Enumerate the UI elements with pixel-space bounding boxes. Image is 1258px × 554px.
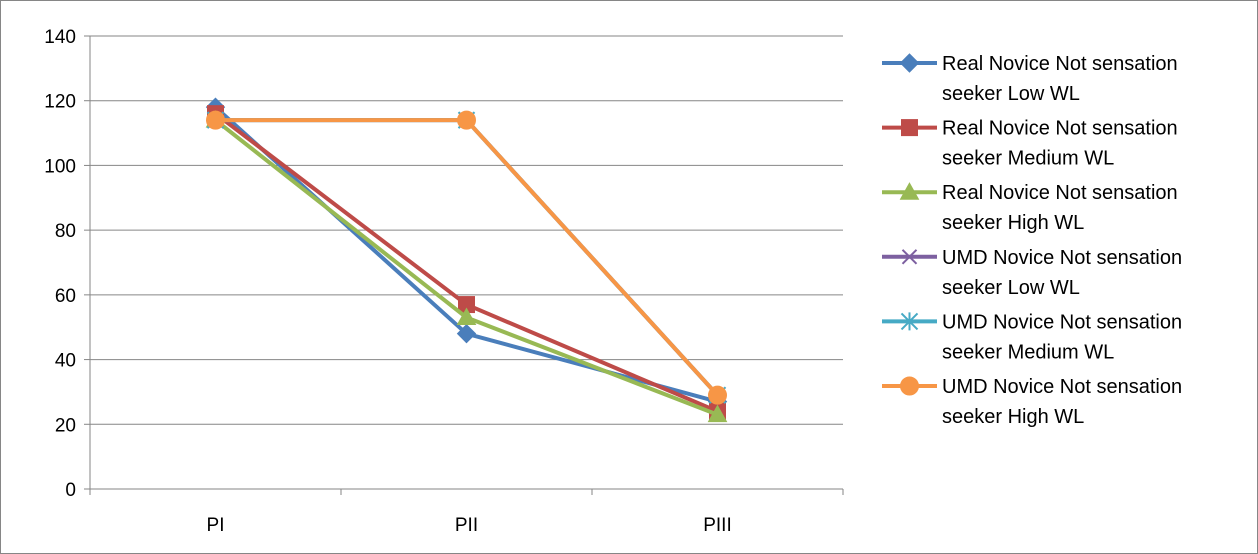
legend-label: seeker Medium WL [942,148,1114,170]
y-tick-label: 120 [44,92,76,113]
data-point-triangle [456,307,477,326]
legend-entry: UMD Novice Not sensation seeker Medium WL [882,311,1182,363]
legend-label: seeker High WL [942,406,1084,428]
y-tick-label: 40 [55,351,76,372]
legend-label: seeker Low WL [942,83,1080,105]
legend-entry: UMD Novice Not sensation seeker High WL [882,376,1182,428]
y-tick-label: 20 [55,415,76,436]
y-tick-label: 0 [65,480,76,501]
legend-marker-triangle [899,182,920,200]
legend-label: UMD Novice Not sensation [942,376,1182,398]
legend-marker-diamond [899,53,920,73]
legend-label: UMD Novice Not sensation [942,247,1182,269]
y-tick-label: 140 [44,27,76,48]
data-point-circle [206,110,225,130]
legend-marker-star [900,312,919,331]
y-tick-label: 100 [44,156,76,177]
y-tick-label: 80 [55,221,76,242]
gridlines [90,35,843,425]
legend-label: seeker Medium WL [942,341,1114,363]
legend-marker-x [901,249,918,265]
x-tick-label: PI [207,515,225,536]
data-point-diamond [456,323,477,344]
legend-label: seeker High WL [942,212,1084,234]
legend-label: UMD Novice Not sensation [942,311,1182,333]
legend-marker-square [901,119,918,137]
data-point-triangle [707,404,728,423]
legend-label: Real Novice Not sensation [942,53,1178,75]
x-tick-label: PII [455,515,478,536]
legend-entry: UMD Novice Not sensation seeker Low WL [882,247,1182,299]
legend-entry: Real Novice Not sensation seeker Medium W… [882,118,1178,170]
series-6 [206,110,727,405]
data-point-circle [457,110,476,130]
legend-marker-circle [900,376,919,396]
axes: 0 20 40 60 80 100 120 140 PI PII PIII [44,27,844,536]
legend-label: Real Novice Not sensation [942,182,1178,204]
series-group [205,97,728,423]
legend-entry: Real Novice Not sensation seeker High WL [882,182,1178,234]
legend-entry: Real Novice Not sensation seeker Low WL [882,53,1178,105]
x-tick-label: PIII [703,515,732,536]
legend-label: Real Novice Not sensation [942,118,1178,140]
legend-label: seeker Low WL [942,277,1080,299]
data-point-circle [708,385,727,405]
y-tick-label: 60 [55,286,76,307]
